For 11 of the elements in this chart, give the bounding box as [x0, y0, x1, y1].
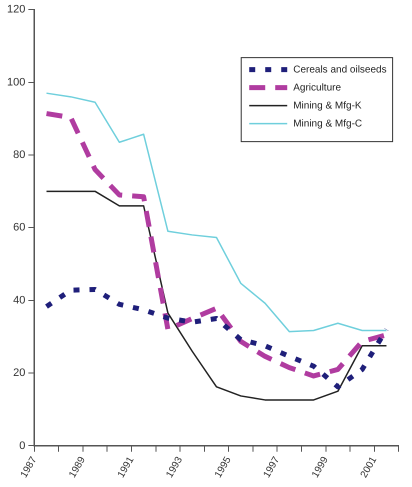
y-tick-label: 100	[6, 76, 26, 88]
y-tick-label: 120	[6, 4, 26, 16]
y-tick-label: 20	[13, 367, 26, 380]
y-tick-label: 0	[19, 440, 26, 452]
y-tick-label: 40	[13, 294, 26, 306]
legend-label: Mining & Mfg-K	[293, 100, 362, 112]
legend-label: Mining & Mfg-C	[293, 118, 362, 130]
legend-label: Cereals and oilseeds	[293, 64, 387, 76]
legend-label: Agriculture	[293, 82, 342, 94]
y-tick-label: 60	[13, 222, 26, 234]
y-tick-label: 80	[13, 149, 26, 162]
